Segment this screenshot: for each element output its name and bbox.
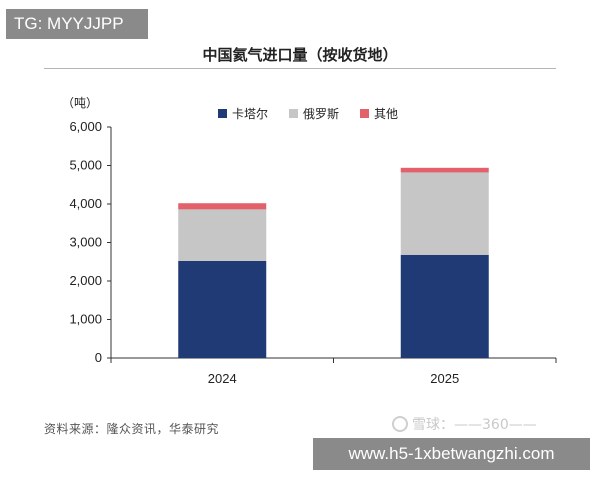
legend-label: 俄罗斯 <box>303 107 339 121</box>
legend-label: 其他 <box>374 107 398 121</box>
url-banner: www.h5-1xbetwangzhi.com <box>313 438 590 470</box>
watermark-tag: TG: MYYJJPP <box>6 9 148 39</box>
xueqiu-watermark-text: 雪球：——360—— <box>412 417 537 433</box>
xueqiu-watermark: 雪球：——360—— <box>392 414 537 434</box>
title-divider <box>44 68 556 69</box>
bar-segment <box>400 167 489 173</box>
y-axis-unit-label: （吨） <box>62 96 99 110</box>
legend-swatch <box>360 109 369 118</box>
legend-swatch <box>218 109 227 118</box>
bar-segment <box>178 260 267 358</box>
y-tick-label: 2,000 <box>69 273 102 288</box>
y-tick-label: 6,000 <box>69 119 102 134</box>
y-tick-label: 3,000 <box>69 235 102 250</box>
y-tick-label: 0 <box>95 350 102 365</box>
xueqiu-logo-icon <box>392 416 408 432</box>
bar-segment <box>400 172 489 255</box>
bar-segment <box>400 254 489 358</box>
y-tick-label: 1,000 <box>69 312 102 327</box>
x-tick-label: 2025 <box>430 371 459 386</box>
y-tick-label: 5,000 <box>69 158 102 173</box>
y-tick-label: 4,000 <box>69 196 102 211</box>
source-note: 资料来源：隆众资讯，华泰研究 <box>44 422 220 436</box>
bar-segment <box>178 209 267 261</box>
legend-swatch <box>289 109 298 118</box>
legend-label: 卡塔尔 <box>232 106 268 121</box>
bar-segment <box>178 203 267 210</box>
chart-title: 中国氦气进口量（按收货地） <box>202 46 398 64</box>
x-tick-label: 2024 <box>208 371 237 386</box>
